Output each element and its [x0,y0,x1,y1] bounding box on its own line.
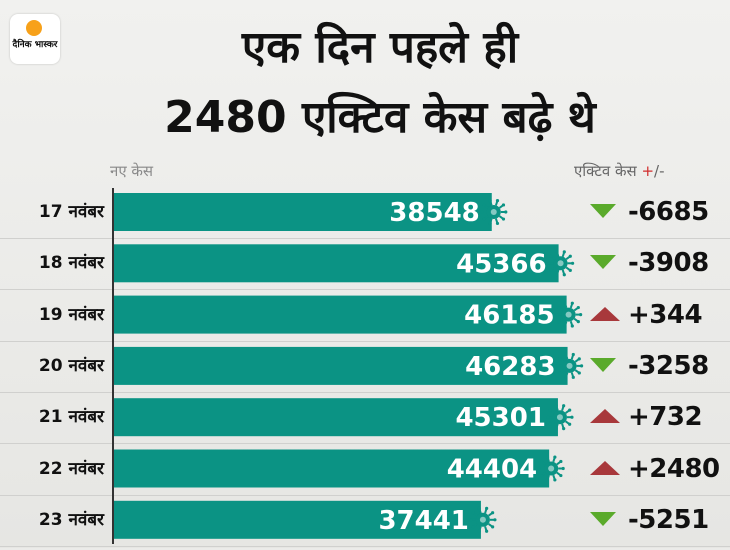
active-cases-header: एक्टिव केस +/- [574,161,665,181]
bar-value-label: 37441 [378,506,468,536]
date-label: 20 नवंबर [38,355,104,376]
up-arrow-icon [590,409,620,424]
bar [114,449,550,488]
row-divider [0,340,730,342]
down-arrow-icon [590,204,616,218]
row-divider [0,443,730,445]
bar-value-label: 45301 [455,403,545,433]
date-label: 18 नवंबर [38,253,104,274]
active-change-value: +344 [628,299,703,330]
date-label: 19 नवंबर [38,304,104,325]
date-label: 22 नवंबर [38,458,104,479]
plus-sign: + [641,162,655,180]
active-change-value: +732 [628,402,703,433]
virus-icon [537,455,565,482]
virus-icon [469,506,497,533]
row-divider [0,391,730,393]
date-label: 21 नवंबर [38,407,104,428]
virus-icon [546,404,574,431]
chart-row: 17 नवंबर -6685 [0,190,730,242]
down-arrow-icon [590,357,616,372]
virus-icon [555,301,583,328]
bar [114,193,492,231]
active-change-value: -3258 [628,350,709,381]
bar [114,346,568,385]
chart-row: 23 नवंबर -5251 [0,498,730,550]
chart-title-line-2: 2480 एक्टिव केस बढ़े थे [164,92,596,143]
down-arrow-icon [590,511,616,526]
row-divider [0,545,730,547]
chart-title-line-1: एक दिन पहले ही [241,22,519,73]
up-arrow-icon [590,460,620,475]
virus-icon [546,250,575,277]
row-divider [0,494,730,496]
logo-text: दैनिक भास्कर [12,40,58,50]
virus-icon [480,198,508,226]
sun-icon [26,20,42,36]
slash-sign: / [654,162,660,180]
chart-row: 22 नवंबर +2480 [0,447,730,499]
bar [114,500,481,539]
bar-value-label: 44404 [447,455,537,485]
dainik-bhaskar-logo: दैनिक भास्कर [10,14,60,64]
bar-value-label: 46185 [464,301,554,331]
new-cases-header: नए केस [110,162,154,180]
row-divider [0,238,730,239]
chart-row: 18 नवंबर -3908 [0,241,730,293]
date-label: 17 नवंबर [38,202,104,222]
row-divider [0,289,730,291]
active-change-value: -3908 [628,248,709,279]
bar-value-label: 46283 [465,352,555,382]
down-arrow-icon [590,255,616,270]
bar-value-label: 45366 [456,249,546,279]
active-change-value: +2480 [628,453,720,484]
minus-sign: - [659,162,665,180]
chart-row: 21 नवंबर +732 [0,395,730,447]
bar [114,244,559,283]
category-axis-line [112,188,114,544]
chart-row: 20 नवंबर -3258 [0,344,730,396]
active-cases-header-label: एक्टिव केस [574,162,637,180]
bar [114,398,558,437]
up-arrow-icon [590,306,620,321]
bar [114,295,567,334]
bar-value-label: 38548 [389,198,479,228]
chart-row: 19 नवंबर +344 [0,293,730,345]
active-change-value: -6685 [628,197,709,227]
virus-icon [555,352,584,379]
active-change-value: -5251 [628,504,709,535]
date-label: 23 नवंबर [38,509,104,530]
